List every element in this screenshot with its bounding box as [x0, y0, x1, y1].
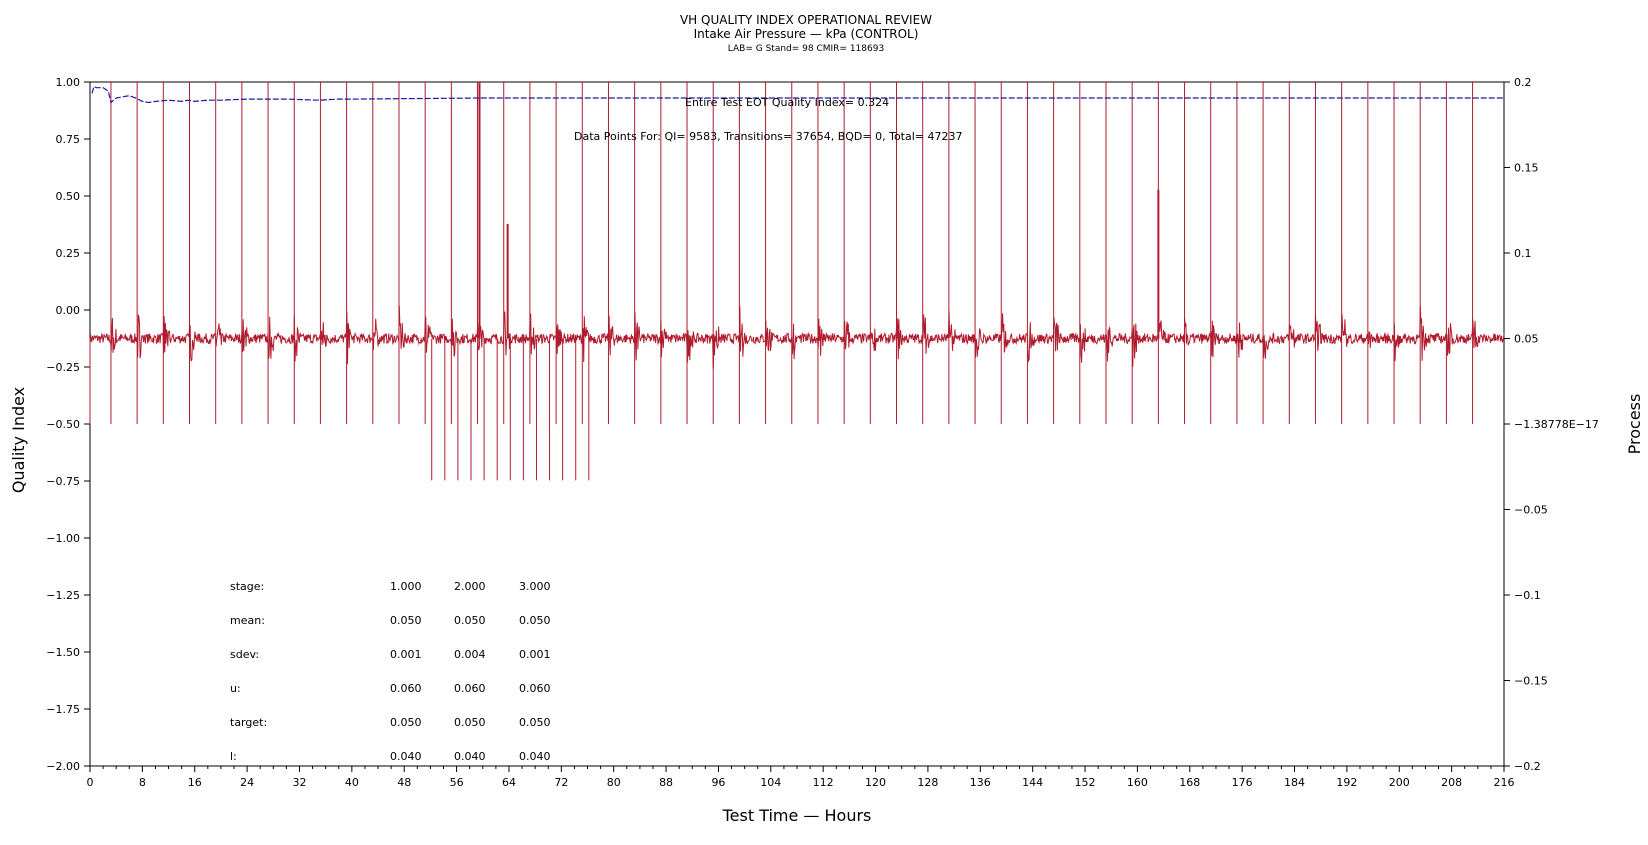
- x-tick-label: 120: [865, 776, 886, 789]
- x-tick-label: 56: [450, 776, 464, 789]
- plot-area: 0 8 16 24 32 40 48 56 64 72 80 88 96 104 112 120 128 136 1…: [46, 76, 1599, 789]
- x-tick-label: 168: [1179, 776, 1200, 789]
- y-tick-label: −1.00: [46, 532, 80, 545]
- chart-subtitle: Intake Air Pressure — kPa (CONTROL): [694, 27, 919, 41]
- y-tick-label: −1.25: [46, 589, 80, 602]
- x-tick-label: 112: [813, 776, 834, 789]
- x-tick-label: 0: [87, 776, 94, 789]
- stats-value: 0.050: [519, 716, 551, 729]
- x-tick-label: 136: [970, 776, 991, 789]
- x-tick-label: 72: [554, 776, 568, 789]
- x-tick-label: 192: [1336, 776, 1357, 789]
- stats-value: 0.004: [454, 648, 486, 661]
- quality-index-series-line: [91, 85, 1504, 104]
- data-points-summary: Data Points For: QI= 9583, Transitions= …: [574, 130, 963, 143]
- stats-value: 0.060: [454, 682, 486, 695]
- stats-row-label: stage:: [230, 580, 264, 593]
- y-tick-label: −0.75: [46, 475, 80, 488]
- y-tick-label: 1.00: [56, 76, 81, 89]
- stats-value: 0.001: [519, 648, 551, 661]
- y2-axis-title: Process: [1625, 394, 1644, 455]
- y-tick-label: −0.50: [46, 418, 80, 431]
- stats-value: 0.001: [390, 648, 422, 661]
- stats-row-label: l:: [230, 750, 237, 763]
- x-tick-label: 176: [1232, 776, 1253, 789]
- x-tick-label: 160: [1127, 776, 1148, 789]
- y2-tick-label: −0.1: [1514, 589, 1541, 602]
- stats-value: 0.060: [519, 682, 551, 695]
- x-tick-label: 104: [760, 776, 781, 789]
- x-tick-label: 80: [607, 776, 621, 789]
- chart-title: VH QUALITY INDEX OPERATIONAL REVIEW: [680, 13, 932, 27]
- x-tick-label: 40: [345, 776, 359, 789]
- eot-quality-index: Entire Test EOT Quality Index= 0.324: [685, 96, 889, 109]
- y-tick-label: −0.25: [46, 361, 80, 374]
- y-tick-label: 0.50: [56, 190, 81, 203]
- x-tick-label: 24: [240, 776, 254, 789]
- y-tick-label: −2.00: [46, 760, 80, 773]
- stats-value: 0.050: [390, 614, 422, 627]
- x-tick-label: 32: [292, 776, 306, 789]
- x-tick-label: 216: [1494, 776, 1515, 789]
- lab-line: LAB= G Stand= 98 CMIR= 118693: [728, 44, 884, 54]
- y2-tick-label: −0.05: [1514, 504, 1548, 517]
- y2-tick-label: −1.38778E−17: [1514, 418, 1599, 431]
- y-tick-label: −1.50: [46, 646, 80, 659]
- y-tick-label: 0.75: [56, 133, 81, 146]
- y2-tick-label: −0.2: [1514, 760, 1541, 773]
- x-tick-label: 8: [139, 776, 146, 789]
- stats-value: 0.050: [454, 716, 486, 729]
- y2-tick-label: 0.2: [1514, 76, 1532, 89]
- x-tick-label: 16: [188, 776, 202, 789]
- stats-value: 0.040: [519, 750, 551, 763]
- stats-value: 0.040: [390, 750, 422, 763]
- stats-value: 0.050: [390, 716, 422, 729]
- process-series-line: [89, 305, 1505, 369]
- stats-row-label: target:: [230, 716, 267, 729]
- x-tick-label: 200: [1389, 776, 1410, 789]
- y-tick-label: 0.00: [56, 304, 81, 317]
- stats-row-label: sdev:: [230, 648, 259, 661]
- x-tick-label: 144: [1022, 776, 1043, 789]
- stats-value: 3.000: [519, 580, 551, 593]
- x-tick-label: 128: [917, 776, 938, 789]
- x-tick-label: 152: [1075, 776, 1096, 789]
- stats-row-label: mean:: [230, 614, 265, 627]
- x-tick-label: 96: [711, 776, 725, 789]
- y-tick-label: −1.75: [46, 703, 80, 716]
- stats-table: stage: 1.000 2.000 3.000 mean: 0.050 0.050 0.05…: [230, 580, 551, 763]
- stats-value: 1.000: [390, 580, 422, 593]
- stats-value: 0.060: [390, 682, 422, 695]
- y-axis-title: Quality Index: [9, 387, 28, 493]
- y2-tick-label: −0.15: [1514, 675, 1548, 688]
- x-tick-label: 184: [1284, 776, 1305, 789]
- y2-tick-label: 0.1: [1514, 247, 1532, 260]
- y-tick-label: 0.25: [56, 247, 81, 260]
- x-tick-label: 64: [502, 776, 516, 789]
- plot-frame: [89, 81, 1505, 767]
- x-axis-title: Test Time — Hours: [722, 806, 872, 825]
- stats-value: 2.000: [454, 580, 486, 593]
- x-tick-label: 48: [397, 776, 411, 789]
- x-tick-label: 88: [659, 776, 673, 789]
- stats-value: 0.040: [454, 750, 486, 763]
- y2-tick-label: 0.05: [1514, 333, 1539, 346]
- stats-value: 0.050: [519, 614, 551, 627]
- stats-value: 0.050: [454, 614, 486, 627]
- y2-tick-label: 0.15: [1514, 162, 1539, 175]
- stats-row-label: u:: [230, 682, 241, 695]
- x-tick-label: 208: [1441, 776, 1462, 789]
